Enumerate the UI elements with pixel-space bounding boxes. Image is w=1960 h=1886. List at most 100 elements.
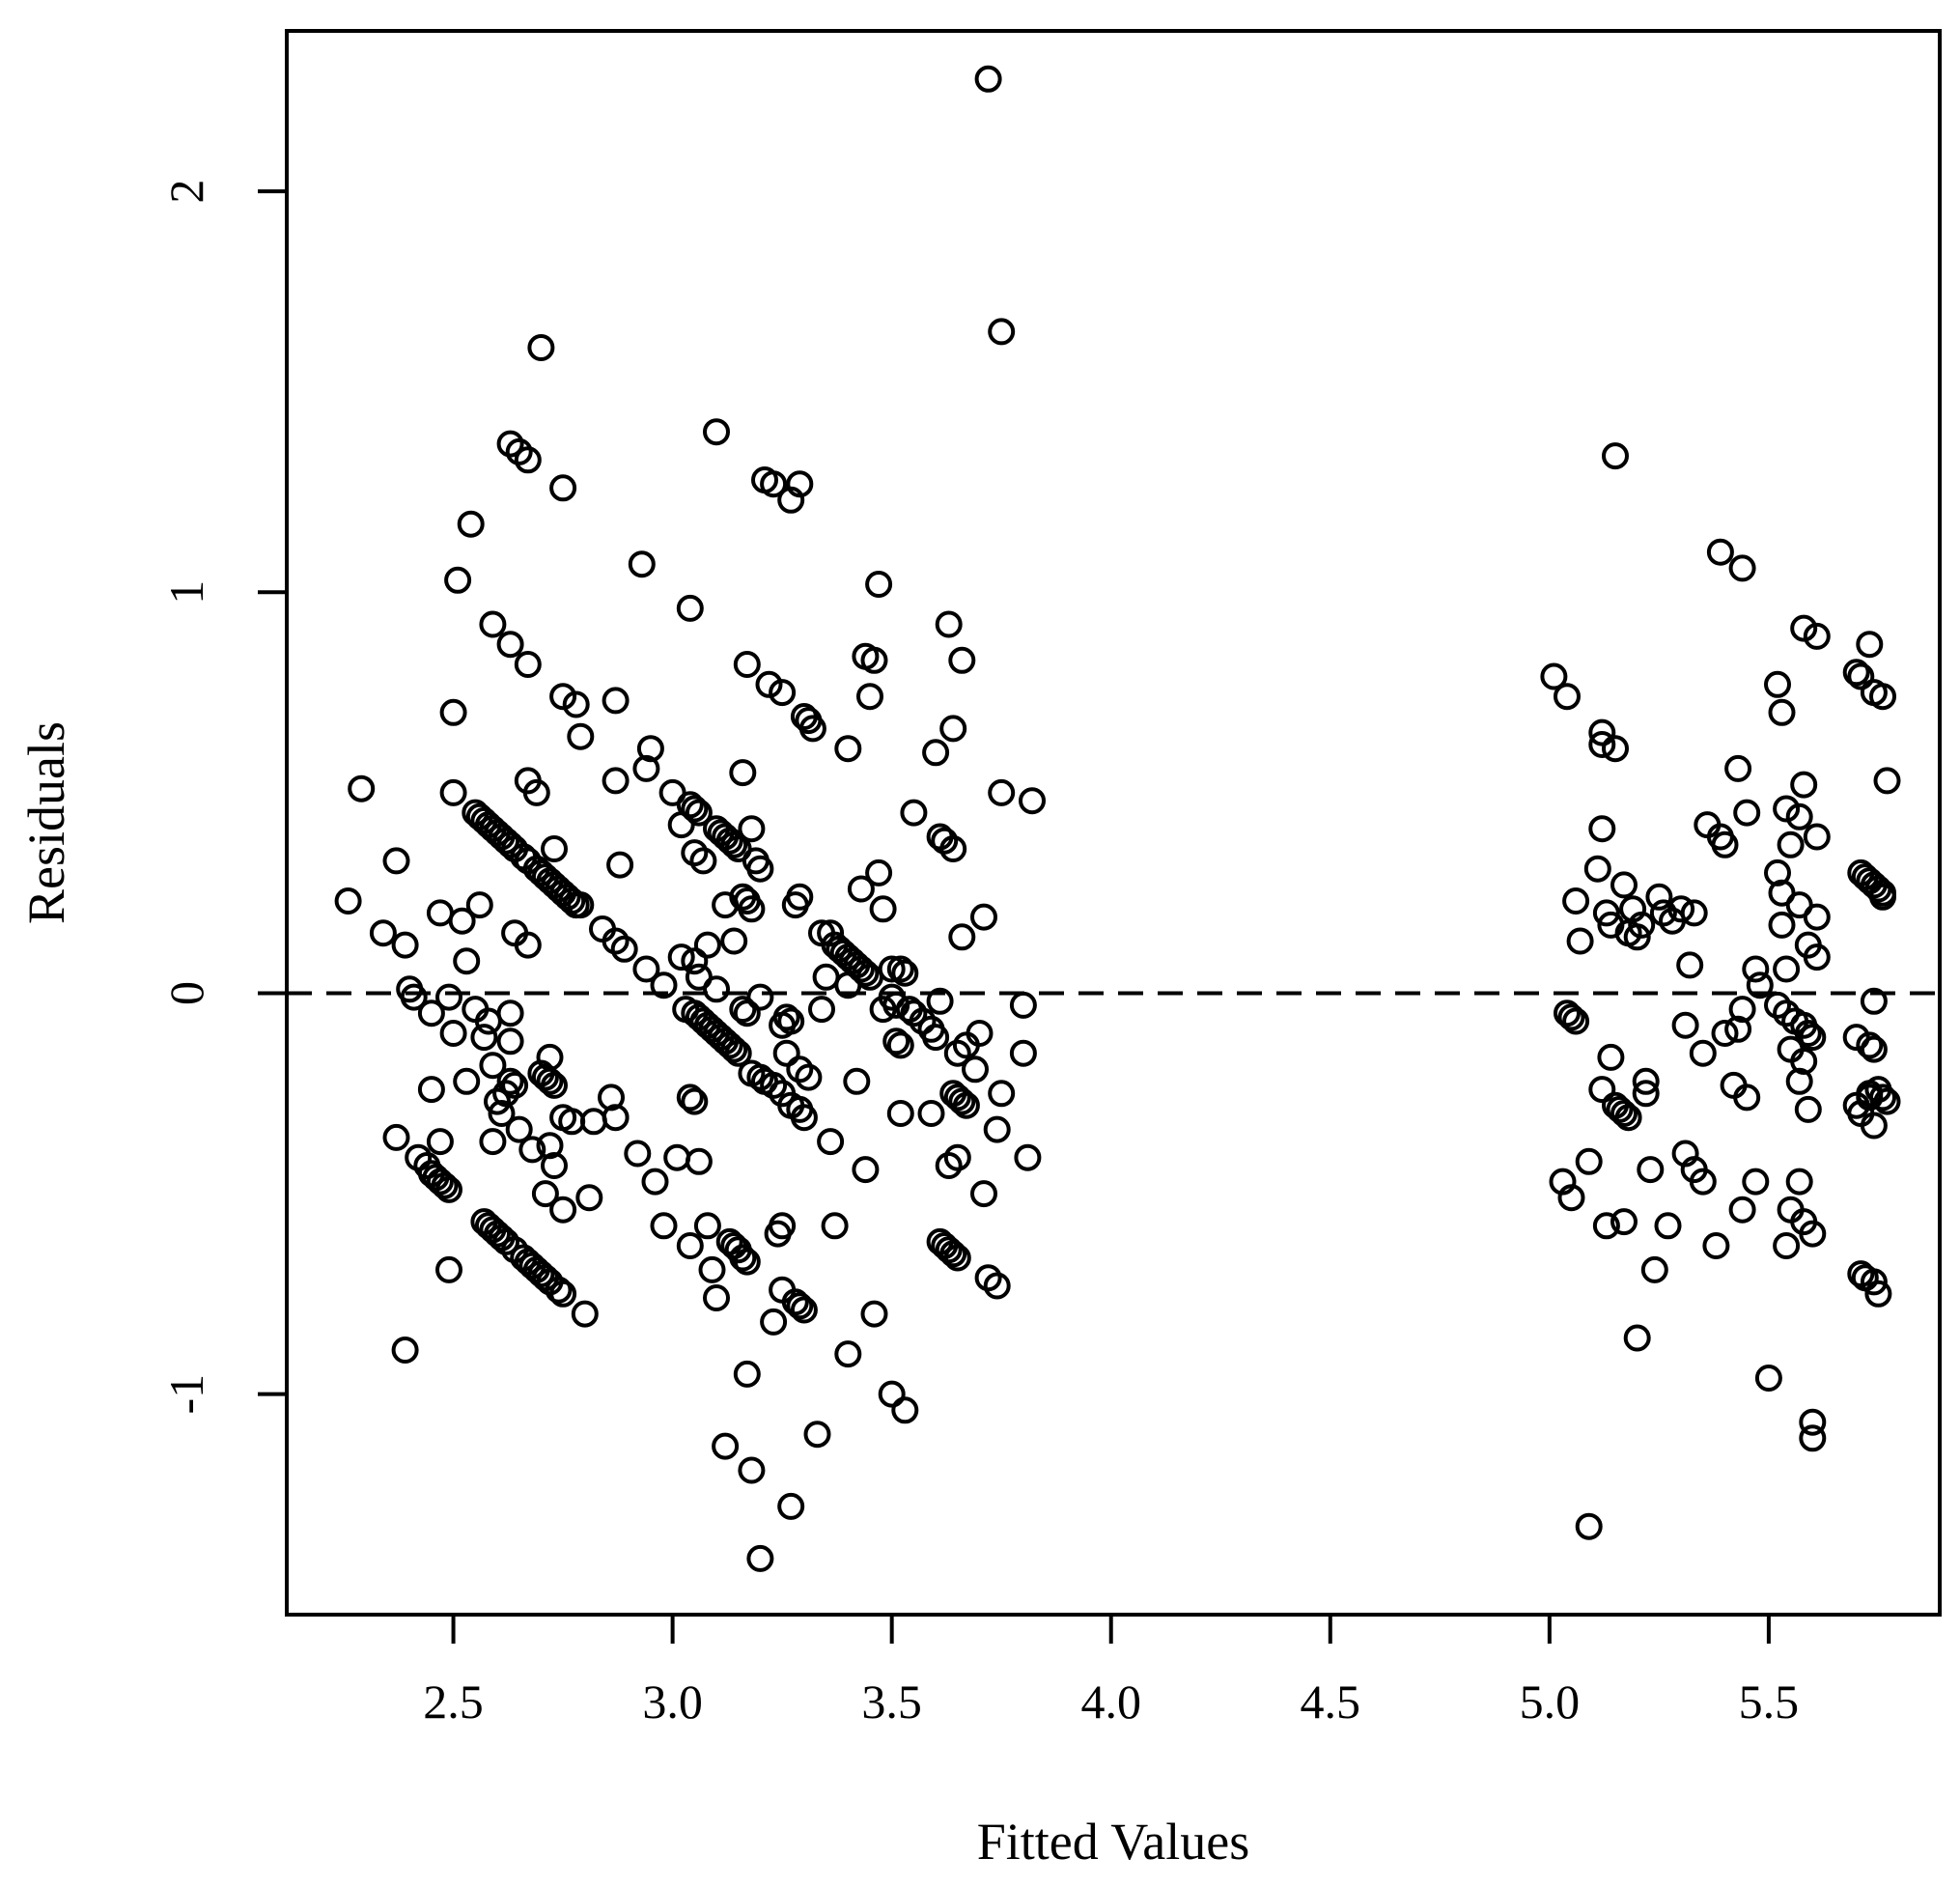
data-point	[479, 1052, 507, 1080]
data-point	[720, 927, 748, 955]
data-point	[1777, 830, 1805, 859]
data-point	[348, 774, 376, 802]
data-point	[496, 1027, 524, 1056]
data-point	[1597, 1043, 1625, 1071]
data-point	[681, 947, 709, 975]
data-point	[948, 923, 976, 951]
data-point	[391, 931, 419, 959]
data-point	[715, 827, 743, 855]
data-point	[772, 1039, 800, 1067]
data-point	[834, 735, 862, 763]
data-point	[575, 1184, 603, 1212]
data-point	[1754, 1365, 1782, 1392]
data-point	[729, 759, 757, 787]
data-point	[641, 1168, 669, 1196]
data-point	[1632, 1067, 1660, 1095]
data-point	[1676, 951, 1704, 979]
data-point	[1575, 1512, 1603, 1540]
data-point	[496, 1067, 524, 1095]
data-point	[417, 1076, 445, 1104]
data-point	[952, 1091, 980, 1119]
data-point	[769, 679, 797, 707]
data-point	[1019, 787, 1046, 815]
data-point	[1856, 1031, 1884, 1059]
data-point	[1733, 1084, 1761, 1112]
y-tick-label: 2	[159, 180, 213, 204]
data-point	[878, 955, 906, 983]
data-point	[453, 947, 481, 975]
data-point	[1702, 1232, 1730, 1259]
data-point	[1764, 859, 1791, 887]
data-point	[886, 955, 914, 983]
data-point	[738, 895, 766, 923]
data-point	[852, 1156, 880, 1184]
data-point	[1773, 1232, 1801, 1259]
data-point	[1588, 1076, 1616, 1104]
data-point	[1566, 927, 1594, 955]
data-point	[786, 470, 814, 498]
data-point	[781, 1288, 809, 1316]
data-point	[492, 1227, 520, 1255]
data-point	[685, 1147, 713, 1175]
data-point	[843, 1067, 871, 1095]
data-point	[541, 1071, 568, 1099]
data-point	[988, 318, 1016, 346]
data-point	[1654, 1212, 1682, 1240]
data-point	[1799, 1408, 1827, 1436]
data-point	[681, 839, 709, 867]
data-point	[1540, 662, 1568, 690]
data-point	[760, 1071, 788, 1099]
x-tick-label: 3.0	[642, 1675, 703, 1729]
data-point	[988, 1080, 1016, 1108]
data-point	[1592, 1212, 1620, 1240]
data-point	[1592, 899, 1620, 927]
data-point	[444, 566, 472, 594]
data-point	[1602, 442, 1629, 470]
data-point	[1557, 1184, 1585, 1212]
data-point	[632, 754, 660, 782]
data-point	[970, 1180, 997, 1208]
data-point	[632, 955, 660, 983]
data-point	[514, 767, 542, 795]
data-point	[1764, 991, 1791, 1019]
data-point	[856, 683, 883, 711]
data-point	[531, 1180, 559, 1208]
data-point	[1588, 731, 1616, 758]
data-point	[974, 1264, 1002, 1292]
data-point	[405, 1143, 433, 1171]
y-tick-label: -1	[159, 1374, 213, 1415]
data-point	[939, 835, 967, 862]
data-points	[334, 65, 1901, 1572]
data-point	[970, 903, 997, 931]
data-point	[733, 999, 761, 1027]
data-point	[435, 1175, 462, 1203]
data-point	[1689, 1039, 1717, 1067]
data-point	[935, 610, 963, 638]
data-point	[1864, 1280, 1892, 1308]
data-point	[426, 899, 454, 927]
data-point	[966, 1020, 994, 1047]
data-point	[382, 1123, 410, 1151]
data-point	[1623, 1324, 1651, 1352]
y-axis-title: Residuals	[17, 721, 75, 924]
data-point	[1790, 1048, 1818, 1075]
x-axis: 2.5 3.0 3.5 4.0 4.5 5.0 5.5	[423, 1613, 1799, 1729]
data-point	[685, 799, 713, 827]
data-point	[988, 778, 1016, 806]
data-point	[790, 1296, 818, 1324]
data-point	[1610, 1208, 1638, 1236]
data-point	[733, 1248, 761, 1276]
data-point	[1645, 883, 1673, 911]
data-point	[865, 859, 893, 887]
data-point	[786, 1056, 814, 1084]
data-point	[448, 907, 476, 935]
data-point	[1588, 718, 1616, 746]
data-point	[505, 1115, 533, 1143]
data-point	[1610, 871, 1638, 899]
data-point	[426, 1128, 454, 1156]
data-point	[1790, 771, 1818, 799]
data-point	[1632, 1080, 1660, 1108]
data-point	[1869, 683, 1896, 711]
data-point	[1606, 1095, 1634, 1123]
data-point	[703, 418, 730, 446]
